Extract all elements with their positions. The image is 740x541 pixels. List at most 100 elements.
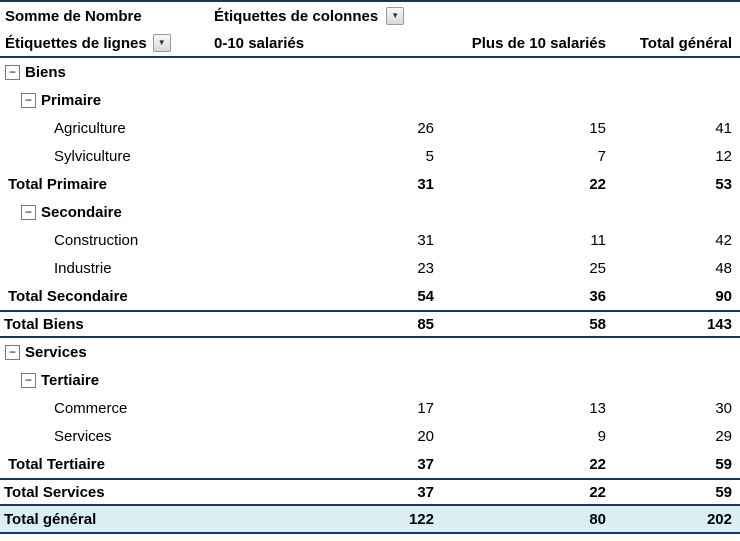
column-field-label: Étiquettes de colonnes <box>214 7 379 25</box>
row-label-cell: Sylviculture <box>0 148 210 165</box>
row-label: Total Primaire <box>8 175 107 193</box>
table-row: Industrie 23 25 48 <box>0 254 740 282</box>
value-cell: 12 <box>715 147 732 165</box>
row-label-cell: Total général <box>0 511 210 528</box>
value-cell: 80 <box>589 510 606 528</box>
row-label-cell: Total Services <box>0 484 210 501</box>
value-cell: 7 <box>597 147 606 165</box>
value-cell: 58 <box>589 315 606 333</box>
row-label-cell: Services <box>0 428 210 445</box>
row-label: Services <box>25 343 87 361</box>
table-row: Sylviculture 5 7 12 <box>0 142 740 170</box>
row-label-cell: Total Secondaire <box>0 288 210 305</box>
value-cell: 36 <box>589 287 606 305</box>
row-label: Sylviculture <box>54 147 131 165</box>
value-cell: 17 <box>417 399 434 417</box>
row-label-cell: − Services <box>0 344 210 361</box>
row-label-cell: − Secondaire <box>0 204 210 221</box>
row-label-cell: Commerce <box>0 400 210 417</box>
collapse-button[interactable]: − <box>21 372 36 388</box>
table-row: Total Tertiaire 37 22 59 <box>0 450 740 478</box>
row-label-cell: Construction <box>0 232 210 249</box>
value-cell: 15 <box>589 119 606 137</box>
value-cell: 29 <box>715 427 732 445</box>
table-row: Total Services 37 22 59 <box>0 478 740 506</box>
row-field-label: Étiquettes de lignes <box>5 34 147 52</box>
value-cell: 42 <box>715 231 732 249</box>
collapse-button[interactable]: − <box>21 204 36 220</box>
dropdown-arrow-icon: ▼ <box>157 38 166 47</box>
value-field-label: Somme de Nombre <box>5 7 142 25</box>
value-cell: 202 <box>706 510 732 528</box>
table-row: Total général 122 80 202 <box>0 506 740 534</box>
row-label: Tertiaire <box>41 371 100 389</box>
value-cell: 85 <box>417 315 434 333</box>
collapse-button[interactable]: − <box>21 92 36 108</box>
row-label: Biens <box>25 63 66 81</box>
collapse-button[interactable]: − <box>5 64 20 80</box>
value-cell: 59 <box>715 483 732 501</box>
value-cell: 25 <box>589 259 606 277</box>
value-cell: 53 <box>715 175 732 193</box>
row-label: Total Secondaire <box>8 287 128 305</box>
table-row: − Biens <box>0 58 740 86</box>
pivot-body: − Biens − Primaire Agriculture 26 15 41 Sylvicul… <box>0 58 740 534</box>
value-cell: 41 <box>715 119 732 137</box>
table-row: − Services <box>0 338 740 366</box>
value-cell: 23 <box>417 259 434 277</box>
column-header-0-10-salaries: 0-10 salariés <box>214 34 305 52</box>
value-cell: 37 <box>417 483 434 501</box>
row-label: Industrie <box>54 259 112 277</box>
value-cell: 30 <box>715 399 732 417</box>
value-cell: 122 <box>408 510 434 528</box>
value-cell: 20 <box>417 427 434 445</box>
table-row: Total Primaire 31 22 53 <box>0 170 740 198</box>
column-header-total-general: Total général <box>639 34 732 52</box>
value-cell: 31 <box>417 175 434 193</box>
value-cell: 26 <box>417 119 434 137</box>
table-row: Total Biens 85 58 143 <box>0 310 740 338</box>
table-row: Commerce 17 13 30 <box>0 394 740 422</box>
row-label-cell: − Primaire <box>0 92 210 109</box>
row-label: Total Services <box>4 483 105 501</box>
row-label: Construction <box>54 231 139 249</box>
table-row: − Primaire <box>0 86 740 114</box>
value-cell: 11 <box>590 231 606 249</box>
value-cell: 37 <box>417 455 434 473</box>
row-labels-dropdown[interactable]: ▼ <box>152 34 171 52</box>
row-label: Total général <box>4 510 97 528</box>
table-row: Total Secondaire 54 36 90 <box>0 282 740 310</box>
row-label: Agriculture <box>54 119 126 137</box>
table-row: Agriculture 26 15 41 <box>0 114 740 142</box>
table-row: Construction 31 11 42 <box>0 226 740 254</box>
collapse-button[interactable]: − <box>5 344 20 360</box>
row-label-cell: Total Tertiaire <box>0 456 210 473</box>
column-labels-dropdown[interactable]: ▼ <box>386 7 405 25</box>
row-label-cell: Agriculture <box>0 120 210 137</box>
row-label: Secondaire <box>41 203 122 221</box>
value-cell: 9 <box>597 427 606 445</box>
value-cell: 22 <box>589 175 606 193</box>
pivot-header-row-1: Somme de Nombre Étiquettes de colonnes ▼ <box>0 2 740 30</box>
row-label: Total Tertiaire <box>8 455 105 473</box>
row-label-cell: − Tertiaire <box>0 372 210 389</box>
value-cell: 31 <box>417 231 434 249</box>
value-cell: 13 <box>589 399 606 417</box>
row-label: Total Biens <box>4 315 84 333</box>
pivot-header-row-2: Étiquettes de lignes ▼ 0-10 salariés Plu… <box>0 30 740 58</box>
row-field-cell: Étiquettes de lignes ▼ <box>0 34 210 52</box>
value-cell: 48 <box>715 259 732 277</box>
value-cell: 22 <box>589 483 606 501</box>
value-cell: 5 <box>425 147 434 165</box>
row-label: Services <box>54 427 112 445</box>
row-label-cell: − Biens <box>0 64 210 81</box>
column-header-plus-10-salaries: Plus de 10 salariés <box>471 34 606 52</box>
row-label-cell: Total Biens <box>0 316 210 333</box>
dropdown-arrow-icon: ▼ <box>391 11 400 20</box>
column-field-cell: Étiquettes de colonnes ▼ <box>210 7 440 25</box>
table-row: Services 20 9 29 <box>0 422 740 450</box>
table-row: − Secondaire <box>0 198 740 226</box>
value-field-cell: Somme de Nombre <box>0 8 210 25</box>
value-cell: 143 <box>706 315 732 333</box>
